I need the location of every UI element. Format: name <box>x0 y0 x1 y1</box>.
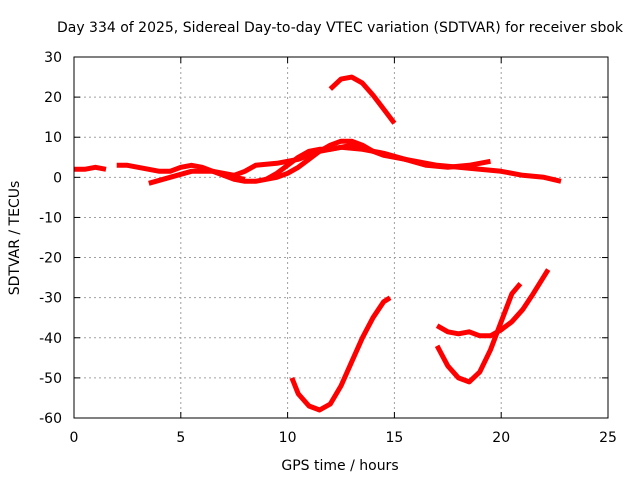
y-tick-label: -40 <box>39 331 62 347</box>
y-tick-label: -20 <box>39 251 62 267</box>
series-line-track-5 <box>264 142 363 182</box>
y-tick-label: -10 <box>39 210 62 226</box>
y-tick-label: 10 <box>44 130 62 146</box>
series-line-track-9 <box>435 268 551 339</box>
x-tick-label: 25 <box>599 430 617 446</box>
series-line-track-7 <box>289 295 392 413</box>
y-tick-label: 30 <box>44 50 62 66</box>
y-tick-label: -60 <box>39 411 62 427</box>
x-tick-label: 0 <box>70 430 79 446</box>
x-tick-label: 10 <box>279 430 297 446</box>
x-tick-label: 15 <box>385 430 403 446</box>
x-tick-label: 5 <box>176 430 185 446</box>
y-tick-label: -50 <box>39 371 62 387</box>
data-series <box>74 74 562 413</box>
y-tick-label: -30 <box>39 291 62 307</box>
grid <box>74 57 608 418</box>
y-axis-label: SDTVAR / TECUs <box>7 181 23 296</box>
x-tick-label: 20 <box>492 430 510 446</box>
ticks: 0 5 10 15 20 25 -60 -50 -40 -30 -20 -10 0 10 20 30 <box>39 50 617 446</box>
chart-title: Day 334 of 2025, Sidereal Day-to-day VTE… <box>57 20 624 36</box>
plot-frame <box>73 56 609 419</box>
series-line-track-1 <box>74 164 107 172</box>
series-line-track-6 <box>328 74 397 125</box>
x-axis-label: GPS time / hours <box>281 458 398 474</box>
series-line-track-8 <box>434 281 523 385</box>
y-tick-label: 20 <box>44 90 62 106</box>
y-tick-label: 0 <box>53 170 62 186</box>
